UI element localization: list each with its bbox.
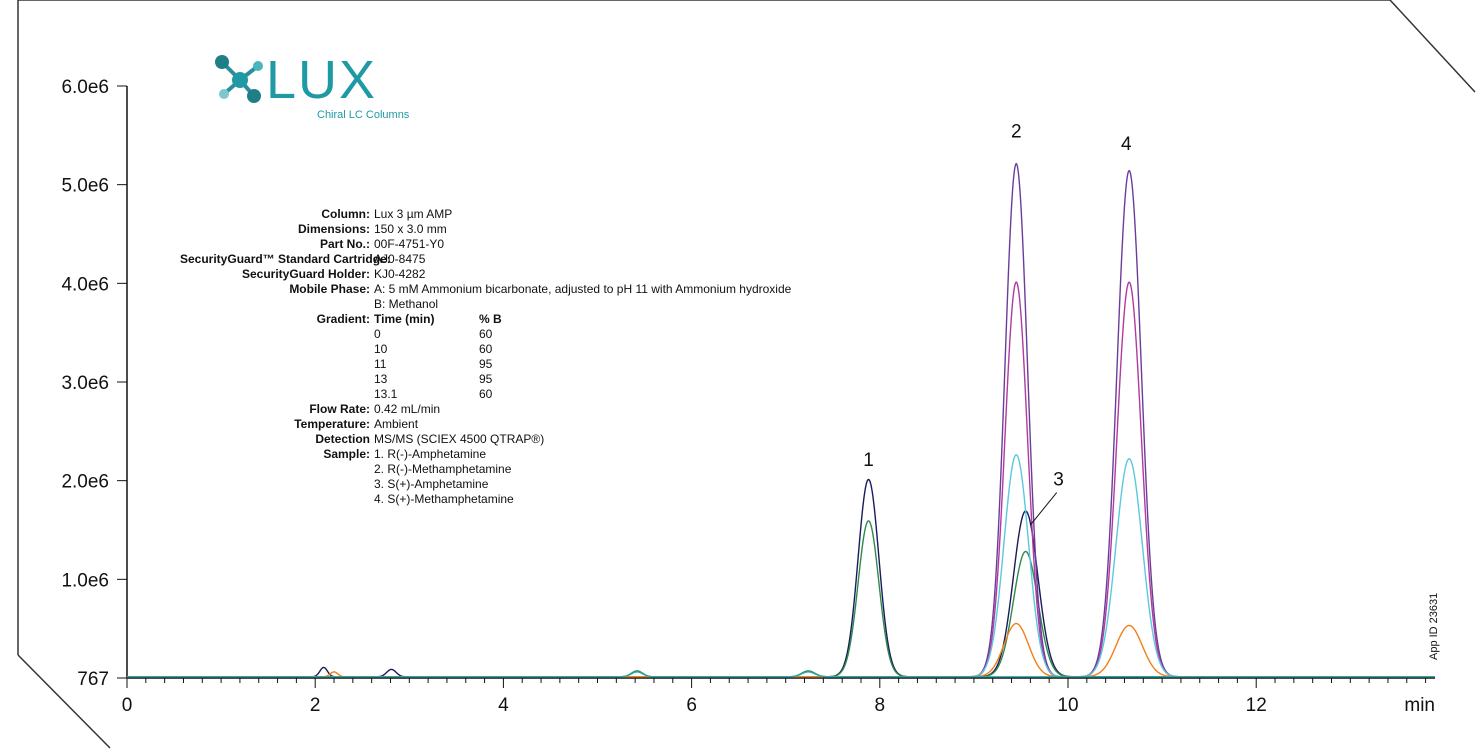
condition-mobile-phase: Mobile Phase: A: 5 mM Ammonium bicarbona… <box>180 282 791 312</box>
peak-leader-line <box>1029 492 1058 526</box>
condition-temperature: Temperature: Ambient <box>180 417 791 432</box>
x-tick-label: 12 <box>1246 695 1267 716</box>
condition-part-no: Part No.: 00F-4751-Y0 <box>180 237 791 252</box>
condition-label: Flow Rate: <box>309 402 370 416</box>
condition-label: SecurityGuard Holder: <box>241 267 370 281</box>
gradient-percent: 95 <box>479 372 493 386</box>
condition-label: Part No.: <box>319 237 370 251</box>
x-axis-label: min <box>1404 695 1435 716</box>
y-tick-label: 3.0e6 <box>61 373 109 394</box>
condition-value: A: 5 mM Ammonium bicarbonate, adjusted t… <box>374 282 791 312</box>
y-tick-label: 6.0e6 <box>61 77 109 98</box>
x-tick-label: 4 <box>498 695 509 716</box>
sample-item: 1. R(-)-Amphetamine <box>374 447 487 461</box>
y-tick-label: 5.0e6 <box>61 176 109 197</box>
condition-holder: SecurityGuard Holder: KJ0-4282 <box>180 267 791 282</box>
condition-value: AJ0-8475 <box>374 252 426 266</box>
condition-cartridge: SecurityGuard™ Standard Cartridge: AJ0-8… <box>180 252 791 267</box>
condition-column: Column: Lux 3 µm AMP <box>180 207 791 222</box>
gradient-percent: 60 <box>479 327 493 341</box>
gradient-header-b: % B <box>479 312 502 326</box>
lux-logo: LUX Chiral LC Columns <box>210 52 440 132</box>
condition-value: 0.42 mL/min <box>374 402 441 416</box>
condition-value: Lux 3 µm AMP <box>374 207 453 221</box>
y-tick-label: 767 <box>77 669 109 690</box>
gradient-time: 13 <box>374 372 388 386</box>
logo-wordmark: LUX <box>266 50 378 110</box>
x-tick-label: 0 <box>122 695 133 716</box>
gradient-row: 11 95 <box>374 357 502 372</box>
sample-item: 4. S(+)-Methamphetamine <box>374 492 514 506</box>
condition-label: Temperature: <box>294 417 370 431</box>
y-tick-label: 2.0e6 <box>61 472 109 493</box>
condition-label: Dimensions: <box>297 222 370 236</box>
peak-label: 4 <box>1121 134 1132 155</box>
condition-dimensions: Dimensions: 150 x 3.0 mm <box>180 222 791 237</box>
condition-sample: Sample: 1. R(-)-Amphetamine 2. R(-)-Meth… <box>180 447 791 507</box>
series-line <box>127 622 1435 678</box>
series-line <box>127 671 1435 678</box>
gradient-header-row: Time (min) % B <box>374 312 502 327</box>
gradient-table: Time (min) % B 0 60 10 60 11 95 13 95 13… <box>374 312 502 402</box>
condition-value: Ambient <box>374 417 419 431</box>
mobile-phase-a: A: 5 mM Ammonium bicarbonate, adjusted t… <box>374 282 792 296</box>
condition-label: Detection <box>315 432 370 446</box>
series-line <box>127 162 1435 678</box>
gradient-time: 10 <box>374 342 388 356</box>
sample-list: 1. R(-)-Amphetamine 2. R(-)-Methamphetam… <box>374 447 514 507</box>
x-tick-label: 10 <box>1057 695 1078 716</box>
series-line <box>127 281 1435 678</box>
condition-label: Mobile Phase: <box>289 282 370 296</box>
gradient-row: 13 95 <box>374 372 502 387</box>
series-line <box>127 520 1435 678</box>
series-line <box>127 454 1435 678</box>
molecule-icon <box>215 55 263 103</box>
y-tick-label: 1.0e6 <box>61 570 109 591</box>
gradient-time: 13.1 <box>374 387 398 401</box>
logo-subtitle: Chiral LC Columns <box>317 109 410 121</box>
condition-gradient: Gradient: Time (min) % B 0 60 10 60 11 9… <box>180 312 791 402</box>
x-tick-label: 2 <box>310 695 321 716</box>
condition-value: KJ0-4282 <box>374 267 426 281</box>
condition-value: MS/MS (SCIEX 4500 QTRAP®) <box>374 432 545 446</box>
condition-label: Gradient: <box>316 312 370 326</box>
mobile-phase-b: B: Methanol <box>374 297 439 311</box>
gradient-time: 0 <box>374 327 381 341</box>
gradient-row: 0 60 <box>374 327 502 342</box>
gradient-time: 11 <box>374 357 387 371</box>
peak-label: 2 <box>1011 121 1022 142</box>
peak-label: 1 <box>863 450 874 471</box>
gradient-row: 10 60 <box>374 342 502 357</box>
y-tick-label: 4.0e6 <box>61 274 109 295</box>
app-id-label: App ID 23631 <box>1428 593 1440 660</box>
peak-label: 3 <box>1053 470 1064 491</box>
x-tick-label: 8 <box>875 695 886 716</box>
gradient-percent: 95 <box>479 357 493 371</box>
sample-item: 2. R(-)-Methamphetamine <box>374 462 512 476</box>
condition-label: Sample: <box>323 447 370 461</box>
x-tick-label: 6 <box>686 695 697 716</box>
condition-value: 150 x 3.0 mm <box>374 222 447 236</box>
condition-label: SecurityGuard™ Standard Cartridge: <box>180 252 391 266</box>
condition-detection: Detection MS/MS (SCIEX 4500 QTRAP®) <box>180 432 791 447</box>
gradient-row: 13.1 60 <box>374 387 502 402</box>
condition-label: Column: <box>321 207 370 221</box>
condition-flow-rate: Flow Rate: 0.42 mL/min <box>180 402 791 417</box>
gradient-percent: 60 <box>479 342 493 356</box>
sample-item: 3. S(+)-Amphetamine <box>374 477 489 491</box>
condition-value: 00F-4751-Y0 <box>374 237 445 251</box>
gradient-header-time: Time (min) <box>374 312 435 326</box>
series-line <box>127 478 1435 678</box>
method-conditions: Column: Lux 3 µm AMP Dimensions: 150 x 3… <box>180 207 791 507</box>
gradient-percent: 60 <box>479 387 493 401</box>
